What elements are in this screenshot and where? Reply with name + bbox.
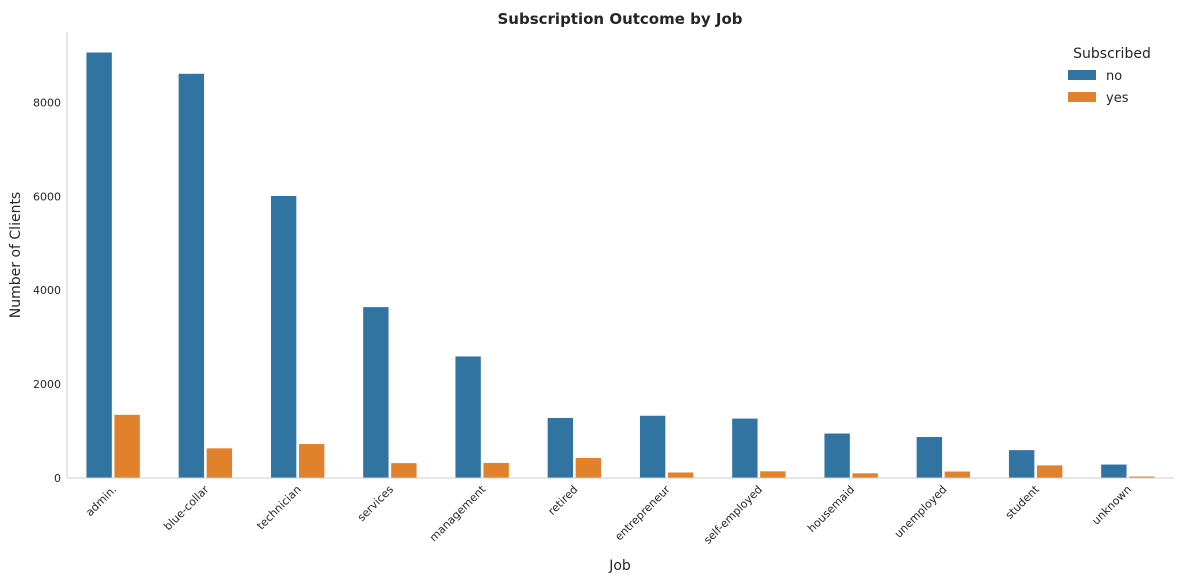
x-tick-label: services — [355, 483, 396, 524]
x-tick-label: retired — [546, 483, 581, 518]
bar-yes-admin — [113, 414, 141, 479]
bar-yes-services — [390, 462, 418, 479]
bar-no-housemaid — [823, 432, 851, 479]
bar-no-services — [362, 306, 390, 479]
plot-area — [85, 51, 1156, 479]
y-tick-label: 6000 — [33, 190, 61, 203]
bar-yes-self-employed — [759, 470, 787, 479]
x-axis-label: Job — [608, 558, 631, 574]
bar-no-retired — [547, 417, 574, 479]
legend-items: no yes — [1068, 69, 1129, 106]
bar-yes-retired — [575, 457, 602, 479]
x-axis-ticks: admin. blue-collar technician services manag… — [83, 482, 1134, 546]
bar-no-student — [1008, 449, 1035, 479]
bar-yes-technician — [298, 443, 325, 479]
bar-no-unemployed — [916, 436, 943, 479]
bar-yes-unemployed — [944, 470, 971, 479]
x-tick-label: technician — [254, 483, 303, 532]
bar-no-management — [454, 355, 482, 479]
x-tick-label: unknown — [1089, 483, 1134, 528]
bar-no-unknown — [1100, 463, 1128, 479]
bar-no-entrepreneur — [639, 415, 666, 479]
y-tick-label: 4000 — [33, 284, 61, 297]
x-tick-label: housemaid — [805, 483, 857, 535]
legend-label-no: no — [1106, 69, 1122, 84]
x-tick-label: entrepreneur — [612, 483, 673, 544]
x-tick-label: unemployed — [892, 483, 950, 541]
y-axis-ticks: 0 2000 4000 6000 8000 — [33, 96, 61, 485]
bar-yes-housemaid — [851, 472, 879, 479]
y-tick-label: 8000 — [33, 96, 61, 109]
y-tick-label: 2000 — [33, 378, 61, 391]
bar-no-self-employed — [731, 417, 759, 479]
x-tick-label: student — [1003, 482, 1042, 521]
x-tick-label: management — [427, 482, 489, 544]
legend-label-yes: yes — [1106, 91, 1129, 106]
bar-no-admin — [85, 51, 113, 479]
bar-yes-entrepreneur — [667, 471, 694, 479]
y-tick-label: 0 — [54, 472, 61, 485]
bar-yes-blue-collar — [206, 447, 233, 479]
bar-no-blue-collar — [178, 73, 205, 479]
y-axis-label: Number of Clients — [8, 192, 24, 318]
x-tick-label: admin. — [83, 483, 119, 519]
x-tick-label: self-employed — [701, 483, 765, 547]
bar-no-technician — [270, 195, 297, 479]
legend-swatch-yes — [1068, 92, 1096, 102]
legend: Subscribed no yes — [1068, 46, 1151, 106]
legend-title: Subscribed — [1073, 46, 1151, 62]
legend-swatch-no — [1068, 70, 1096, 80]
bar-yes-student — [1036, 464, 1063, 479]
bar-yes-management — [482, 462, 510, 479]
chart-title: Subscription Outcome by Job — [497, 10, 742, 28]
x-tick-label: blue-collar — [161, 483, 211, 533]
